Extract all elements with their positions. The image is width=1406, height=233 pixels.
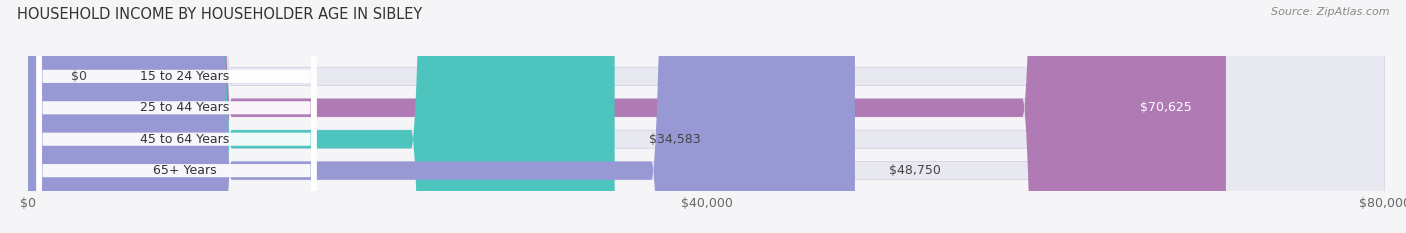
Text: 65+ Years: 65+ Years: [153, 164, 217, 177]
Text: $0: $0: [70, 70, 87, 83]
FancyBboxPatch shape: [28, 0, 1385, 233]
Text: $34,583: $34,583: [648, 133, 700, 146]
Text: 45 to 64 Years: 45 to 64 Years: [141, 133, 229, 146]
FancyBboxPatch shape: [37, 0, 316, 233]
FancyBboxPatch shape: [37, 0, 316, 233]
Text: 15 to 24 Years: 15 to 24 Years: [141, 70, 229, 83]
FancyBboxPatch shape: [28, 0, 614, 233]
FancyBboxPatch shape: [28, 0, 855, 233]
Text: Source: ZipAtlas.com: Source: ZipAtlas.com: [1271, 7, 1389, 17]
Text: 25 to 44 Years: 25 to 44 Years: [141, 101, 229, 114]
Text: $48,750: $48,750: [889, 164, 941, 177]
FancyBboxPatch shape: [37, 0, 316, 233]
FancyBboxPatch shape: [37, 0, 316, 233]
Text: HOUSEHOLD INCOME BY HOUSEHOLDER AGE IN SIBLEY: HOUSEHOLD INCOME BY HOUSEHOLDER AGE IN S…: [17, 7, 422, 22]
FancyBboxPatch shape: [28, 0, 1385, 233]
FancyBboxPatch shape: [28, 0, 1385, 233]
FancyBboxPatch shape: [28, 0, 1385, 233]
FancyBboxPatch shape: [28, 0, 1226, 233]
Text: $70,625: $70,625: [1140, 101, 1192, 114]
